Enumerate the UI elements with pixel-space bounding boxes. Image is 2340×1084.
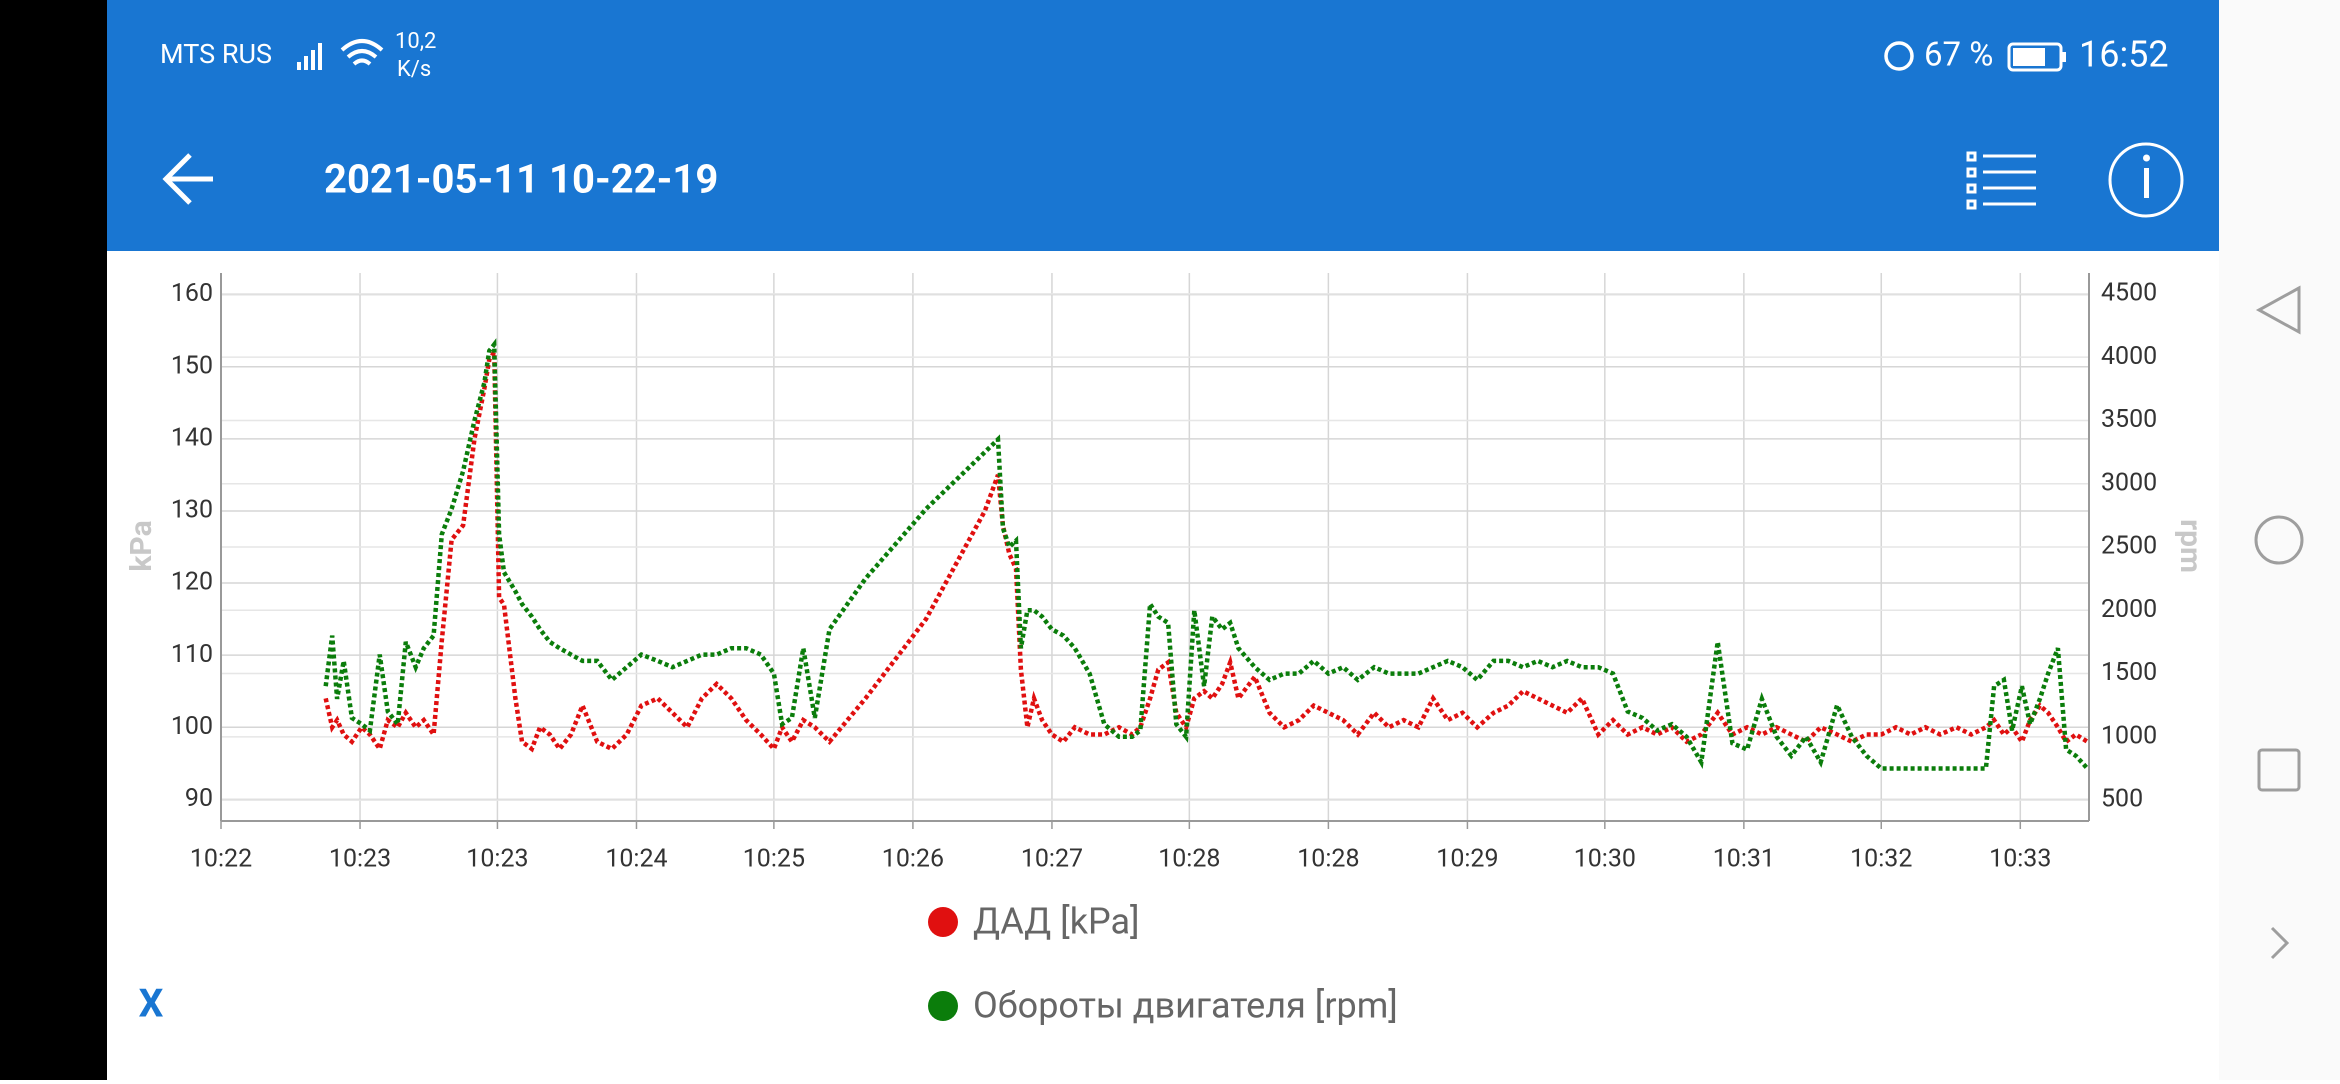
carrier: MTS RUS (160, 38, 272, 70)
signal-icon (297, 43, 322, 70)
app-bar (107, 0, 2219, 251)
legend-label: ДАД [kPa] (973, 901, 1140, 943)
x-tick-label: 10:22 (190, 845, 252, 874)
x-tick-label: 10:26 (882, 845, 944, 874)
y-tick-label: 130 (171, 496, 213, 525)
y-axis-title: kPa (124, 520, 159, 571)
x-tick-label: 10:30 (1574, 845, 1636, 874)
y2-tick-label: 2500 (2101, 532, 2157, 561)
y2-tick-label: 2000 (2101, 595, 2157, 624)
y2-tick-label: 3500 (2101, 405, 2157, 434)
y2-tick-label: 1500 (2101, 658, 2157, 687)
close-button[interactable]: X (139, 980, 164, 1026)
x-tick-label: 10:28 (1158, 845, 1220, 874)
y2-tick-label: 1000 (2101, 721, 2157, 750)
nav-back[interactable] (2255, 285, 2301, 335)
y2-tick-label: 3000 (2101, 468, 2157, 497)
y-tick-label: 110 (171, 640, 213, 669)
info-button[interactable] (2108, 142, 2184, 218)
x-tick-label: 10:33 (1989, 845, 2051, 874)
chart: 10:22 10:23 10:23 10:24 10:25 10:26 10:27 10:28… (124, 273, 2208, 1027)
y-tick-label: 100 (171, 712, 213, 741)
battery-icon (2007, 42, 2063, 72)
y-tick-label: 90 (185, 784, 213, 813)
battery-fill (2013, 48, 2045, 66)
series-line (323, 338, 2090, 771)
nav-more[interactable] (2270, 926, 2290, 960)
list-button[interactable] (1966, 151, 2036, 210)
x-tick-label: 10:28 (1297, 845, 1359, 874)
nav-home[interactable] (2254, 515, 2304, 565)
net-speed: 10,2 (395, 29, 436, 54)
x-tick-label: 10:24 (605, 845, 667, 874)
legend-marker (928, 991, 958, 1021)
y2-tick-label: 4500 (2101, 278, 2157, 307)
nav-recent[interactable] (2257, 748, 2301, 792)
x-tick-label: 10:29 (1436, 845, 1498, 874)
x-tick-label: 10:32 (1850, 845, 1912, 874)
x-tick-label: 10:23 (329, 845, 391, 874)
nav-bar (2219, 0, 2340, 1080)
y2-tick-label: 4000 (2101, 342, 2157, 371)
legend-marker (928, 907, 958, 937)
battery-level: 67 % (1924, 36, 1993, 75)
battery-tip (2062, 52, 2066, 62)
clock: 16:52 (2079, 34, 2169, 76)
y-tick-label: 120 (171, 568, 213, 597)
y-tick-label: 160 (171, 279, 213, 308)
back-button[interactable] (162, 153, 213, 205)
y2-axis-title: rpm (2173, 519, 2208, 573)
alarm-icon (1884, 41, 1914, 71)
y-tick-label: 150 (171, 351, 213, 380)
x-tick-label: 10:25 (743, 845, 805, 874)
x-tick-label: 10:27 (1021, 845, 1083, 874)
y2-tick-label: 500 (2101, 785, 2143, 814)
net-speed-unit: K/s (397, 57, 431, 82)
app-title: 2021-05-11 10-22-19 (324, 156, 718, 203)
series-line (323, 345, 2089, 755)
legend-label: Обороты двигателя [rpm] (973, 985, 1398, 1027)
wifi-icon (340, 39, 384, 66)
x-tick-label: 10:31 (1713, 845, 1775, 874)
x-tick-label: 10:23 (466, 845, 528, 874)
left-bezel (0, 0, 107, 1080)
y-tick-label: 140 (171, 423, 213, 452)
